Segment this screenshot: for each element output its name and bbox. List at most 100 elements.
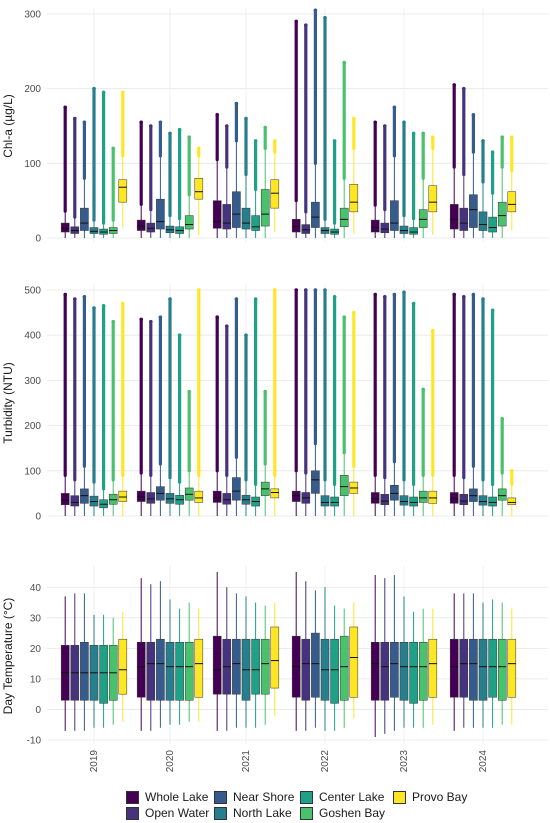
box (418, 490, 428, 503)
outlier-point (490, 150, 495, 154)
legend-label: Provo Bay (412, 790, 468, 804)
outlier-point (342, 60, 347, 65)
box (330, 496, 339, 507)
outlier-point (462, 86, 466, 91)
outlier-point (273, 139, 277, 143)
box (146, 642, 156, 701)
box (390, 200, 399, 231)
outlier-point (263, 125, 268, 130)
box (70, 495, 80, 507)
y-tick-label: 300 (24, 10, 41, 21)
box (175, 642, 184, 701)
box (80, 642, 89, 701)
box (478, 495, 488, 506)
outlier-point (197, 288, 201, 292)
outlier-point (197, 146, 201, 151)
box (301, 224, 311, 234)
box (301, 638, 311, 701)
y-tick-label: 500 (24, 286, 41, 297)
outlier-point (392, 105, 397, 110)
outlier-point (332, 139, 337, 143)
outlier-point (168, 297, 172, 301)
y-axis-label: Chl-a (µg/L) (1, 94, 15, 158)
outlier-point (294, 288, 299, 292)
y-tick-label: 0 (35, 234, 41, 245)
outlier-point (253, 139, 258, 143)
outlier-point (431, 135, 435, 139)
outlier-point (402, 120, 406, 125)
box (370, 642, 380, 701)
box (478, 638, 488, 701)
outlier-point (187, 389, 191, 394)
box (497, 488, 507, 501)
outlier-point (121, 301, 125, 306)
box (194, 638, 204, 698)
outlier-point (273, 288, 277, 292)
outlier-point (452, 83, 457, 87)
box (507, 191, 517, 213)
outlier-point (158, 315, 163, 319)
y-tick-label: 0 (35, 705, 41, 716)
y-tick-label: 40 (30, 583, 42, 594)
box (311, 632, 320, 698)
outlier-point (111, 146, 115, 151)
outlier-point (313, 8, 318, 13)
box (118, 638, 128, 695)
legend-item: Goshen Bay (300, 806, 385, 820)
outlier-point (111, 319, 115, 324)
box (232, 191, 241, 228)
box (320, 495, 330, 507)
box (241, 207, 251, 230)
outlier-point (82, 294, 87, 299)
legend-swatch (126, 790, 139, 804)
box (146, 222, 156, 233)
legend-label: Open Water (145, 806, 210, 820)
box (136, 490, 146, 502)
outlier-point (304, 23, 308, 28)
outlier-point (373, 120, 378, 125)
box (60, 493, 70, 505)
x-tick-label: 2022 (320, 750, 331, 773)
legend-label: Center Lake (319, 790, 385, 804)
box (260, 638, 270, 695)
box (497, 201, 507, 227)
y-tick-label: 100 (24, 466, 41, 477)
outlier-point (244, 116, 248, 121)
y-tick-label: 200 (24, 84, 41, 95)
outlier-point (168, 131, 172, 136)
box (409, 642, 418, 704)
y-tick-label: 10 (30, 674, 42, 685)
legend-item: Whole Lake (126, 790, 208, 804)
outlier-point (215, 113, 219, 117)
outlier-point (234, 297, 239, 301)
x-tick-label: 2023 (399, 750, 410, 773)
box (251, 215, 260, 231)
outlier-point (352, 116, 356, 121)
legend-label: Goshen Bay (319, 806, 386, 820)
legend-label: Near Shore (233, 790, 295, 804)
legend-swatch (300, 790, 313, 804)
box (184, 642, 194, 701)
outlier-point (411, 131, 416, 136)
box (370, 219, 380, 233)
legend-swatch (214, 790, 227, 804)
y-tick-label: 0 (35, 512, 41, 523)
box (459, 638, 469, 698)
outlier-point (323, 15, 327, 20)
outlier-point (383, 124, 387, 128)
outlier-point (383, 294, 387, 299)
box (399, 225, 409, 234)
box (399, 495, 409, 506)
box (390, 485, 399, 501)
box (118, 179, 128, 203)
box (222, 493, 232, 505)
box (99, 645, 108, 704)
box (380, 222, 390, 234)
box (311, 201, 320, 228)
outlier-point (490, 308, 495, 313)
box (428, 638, 438, 698)
box (251, 638, 260, 695)
outlier-point (500, 135, 505, 139)
box (212, 635, 222, 695)
box (212, 490, 222, 503)
